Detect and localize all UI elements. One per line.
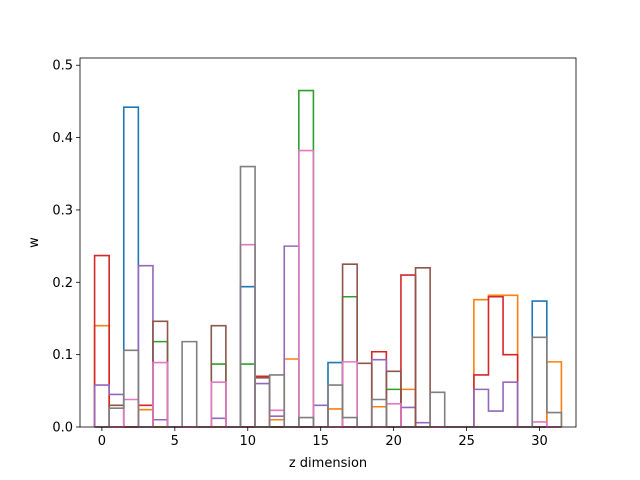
y-axis: 0.0 0.1 0.2 0.3 0.4 0.5 xyxy=(52,59,80,436)
x-tick-label: 5 xyxy=(171,434,179,449)
y-tick-label: 0.5 xyxy=(52,59,73,74)
series-layer xyxy=(93,89,563,428)
y-tick-label: 0.3 xyxy=(52,203,73,218)
x-tick-label: 30 xyxy=(531,434,548,449)
x-tick-label: 10 xyxy=(239,434,256,449)
plot-frame xyxy=(79,57,577,428)
y-tick-label: 0.1 xyxy=(52,348,73,363)
y-tick-label: 0.2 xyxy=(52,276,73,291)
x-tick-label: 20 xyxy=(385,434,402,449)
x-tick-label: 25 xyxy=(458,434,475,449)
series-1-line xyxy=(94,106,562,428)
x-tick-label: 15 xyxy=(312,434,329,449)
x-axis: 0 5 10 15 20 25 30 xyxy=(98,427,548,449)
x-tick-label: 0 xyxy=(98,434,106,449)
y-axis-label: w xyxy=(27,237,42,248)
y-tick-label: 0.4 xyxy=(52,131,73,146)
y-tick-label: 0.0 xyxy=(52,421,73,436)
x-axis-label: z dimension xyxy=(289,456,367,471)
